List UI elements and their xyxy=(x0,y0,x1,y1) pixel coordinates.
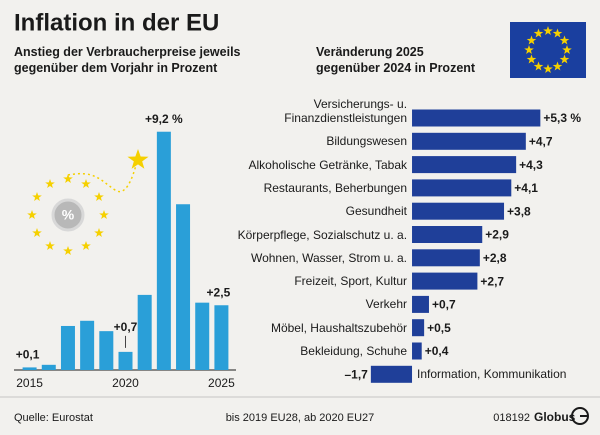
value-label: +0,7 xyxy=(114,320,138,334)
right-subtitle: Veränderung 2025 gegenüber 2024 in Proze… xyxy=(316,45,476,75)
category-label: Körperpflege, Sozialschutz u. a. xyxy=(237,227,408,242)
bar xyxy=(412,319,425,337)
bar xyxy=(412,342,422,360)
value-label: +5,3 % xyxy=(543,111,581,125)
brand: Globus xyxy=(534,410,576,424)
category-label: Möbel, Haushaltszubehör xyxy=(270,320,408,335)
value-label: +2,8 xyxy=(483,251,507,265)
bar xyxy=(412,156,517,174)
bar xyxy=(412,249,480,267)
value-label: +4,7 xyxy=(529,134,553,148)
category-label: Alkoholische Getränke, Tabak xyxy=(248,157,408,172)
bar xyxy=(80,320,95,370)
globus-logo xyxy=(571,407,589,425)
x-tick-label: 2025 xyxy=(208,376,235,390)
bar xyxy=(99,331,114,370)
value-label: –1,7 xyxy=(345,367,369,381)
category-label: Restaurants, Beherbungen xyxy=(263,180,408,195)
category-label: Versicherungs- u. Finanzdienstleistungen xyxy=(284,97,408,125)
bar xyxy=(137,294,152,370)
decoration: % xyxy=(27,149,149,255)
value-label: +2,5 xyxy=(207,285,231,299)
page-title: Inflation in der EU xyxy=(14,9,219,36)
value-label: +4,1 xyxy=(514,181,538,195)
bar xyxy=(214,305,229,370)
value-label: +0,4 xyxy=(425,344,449,358)
value-label: +2,9 xyxy=(485,228,509,242)
value-label: +4,3 xyxy=(519,158,543,172)
value-label: +2,7 xyxy=(480,274,504,288)
eu-flag xyxy=(510,22,586,78)
bar xyxy=(195,302,210,370)
bar xyxy=(412,295,429,313)
source: Quelle: Eurostat xyxy=(14,412,93,424)
svg-text:%: % xyxy=(62,207,75,223)
value-label: +3,8 xyxy=(507,204,531,218)
bar xyxy=(176,204,191,370)
value-label: +0,5 xyxy=(427,321,451,335)
bar xyxy=(118,351,133,370)
category-label: Gesundheit xyxy=(345,204,408,219)
value-label: +0,1 xyxy=(16,348,40,362)
category-label: Freizeit, Sport, Kultur xyxy=(294,274,408,289)
category-label: Verkehr xyxy=(365,297,408,312)
bar xyxy=(370,365,413,383)
category-label: Bekleidung, Schuhe xyxy=(300,344,408,358)
left-subtitle: Anstieg der Verbraucherpreise jeweils ge… xyxy=(14,45,241,75)
bar xyxy=(22,367,37,370)
category-label: Bildungswesen xyxy=(326,134,408,149)
bar xyxy=(412,132,526,150)
code: 018192 xyxy=(493,412,530,424)
bar xyxy=(412,226,483,243)
bar xyxy=(412,109,541,127)
category-label: Information, Kommunikation xyxy=(417,367,567,382)
x-tick-label: 2015 xyxy=(16,376,43,390)
bar xyxy=(412,272,478,290)
value-label: +9,2 % xyxy=(145,112,183,126)
x-tick-label: 2020 xyxy=(112,376,139,390)
bar xyxy=(412,179,512,197)
bar xyxy=(60,325,75,370)
note: bis 2019 EU28, ab 2020 EU27 xyxy=(226,412,375,424)
category-label: Wohnen, Wasser, Strom u. a. xyxy=(250,250,408,265)
bar xyxy=(41,364,56,370)
bar xyxy=(412,202,505,220)
value-label: +0,7 xyxy=(432,298,456,312)
bar xyxy=(156,131,171,370)
